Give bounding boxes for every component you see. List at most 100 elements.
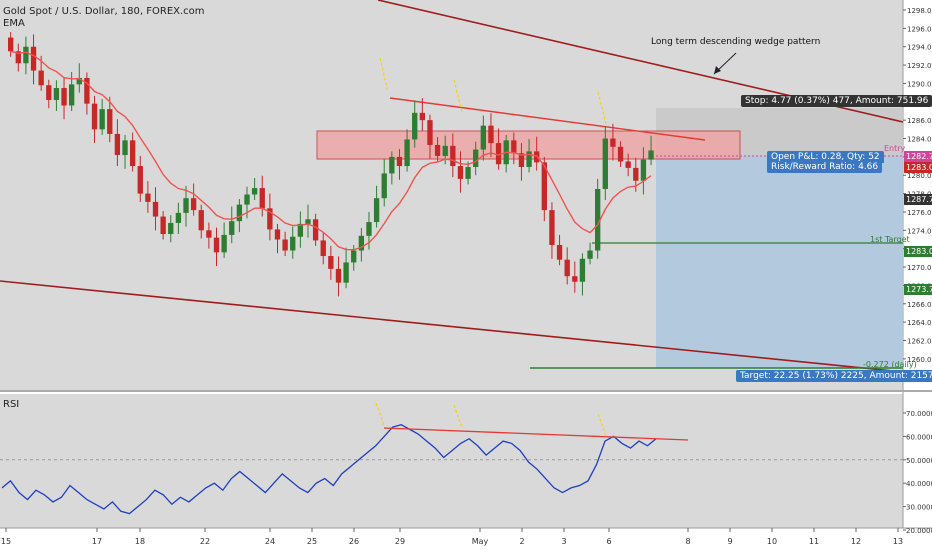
time-tick-label: 17 — [92, 537, 102, 546]
fib-label: -0.272 (daily) — [863, 360, 917, 369]
candle-body — [450, 145, 456, 167]
rsi-trendline — [383, 427, 689, 441]
price-tick-label: 1274.00 — [907, 227, 932, 235]
candle-body — [351, 250, 357, 263]
candle-body — [579, 258, 586, 282]
rsi-tick-label: 20.0000 — [906, 527, 932, 535]
candle-body — [84, 77, 90, 104]
candle-body — [206, 230, 212, 238]
candle-body — [381, 173, 387, 199]
stop-label: Stop: 4.77 (0.37%) 477, Amount: 751.96 — [741, 95, 932, 107]
ema-line — [10, 50, 652, 251]
candle-body — [221, 234, 227, 253]
candle-body — [412, 112, 418, 140]
candle-body — [640, 159, 647, 181]
wedge-annotation: Long term descending wedge pattern — [651, 37, 821, 47]
candle-body — [53, 88, 60, 100]
candle-body — [564, 259, 570, 277]
candle-body — [648, 150, 654, 160]
candle-body — [23, 46, 29, 64]
candle-body — [587, 250, 593, 259]
highlight-pointer — [453, 79, 463, 113]
candle-body — [595, 189, 601, 251]
candle-body — [68, 84, 75, 106]
price-tick-label: 1298.00 — [907, 7, 932, 15]
price-tick-label: 1264.00 — [907, 319, 932, 327]
time-tick-label: 22 — [200, 537, 210, 546]
candle-body — [290, 236, 296, 251]
candle-body — [442, 145, 448, 156]
time-tick-label: 11 — [809, 537, 819, 546]
first-target-label: 1st Target — [870, 235, 910, 244]
candle-body — [373, 198, 380, 223]
candle-body — [320, 240, 326, 257]
candle-body — [168, 222, 174, 234]
candle-body — [328, 256, 334, 269]
candle-body — [61, 88, 67, 106]
time-tick-label: 8 — [685, 537, 690, 546]
candle-body — [602, 138, 608, 190]
time-tick-label: 6 — [606, 537, 611, 546]
time-tick-label: 18 — [135, 537, 145, 546]
candle-body — [473, 149, 479, 167]
candle-body — [76, 77, 82, 85]
rsi-panel — [0, 394, 903, 528]
ema-indicator-label[interactable]: EMA — [3, 18, 25, 29]
candle-body — [366, 222, 372, 236]
entry-price-tag: 1283.00 — [904, 162, 932, 173]
price-tick-label: 1276.00 — [907, 209, 932, 217]
candle-body — [572, 276, 578, 282]
candle-body — [427, 120, 433, 145]
candle-body — [190, 198, 197, 211]
candle-body — [91, 103, 98, 130]
candle-body — [129, 140, 136, 167]
candle-body — [282, 239, 288, 251]
time-tick-label: 15 — [1, 537, 11, 546]
candle-body — [434, 144, 441, 156]
time-tick-label: May — [472, 537, 489, 546]
candle-body — [312, 219, 319, 241]
rsi-tick-label: 40.0000 — [906, 480, 932, 488]
candle-body — [625, 161, 631, 168]
candle-body — [511, 140, 517, 154]
candle-body — [213, 237, 220, 253]
price-tick-label: 1294.00 — [907, 44, 932, 52]
candle-body — [30, 46, 37, 71]
candle-body — [610, 138, 616, 147]
candle-body — [183, 198, 189, 213]
target-zone — [656, 156, 903, 368]
current-price-tag: 1282.72 — [904, 151, 932, 162]
candle-body — [99, 109, 105, 130]
candle-body — [526, 151, 532, 167]
candle-body — [465, 166, 471, 179]
candle-body — [122, 140, 128, 156]
candle-body — [114, 133, 121, 156]
time-tick-label: 13 — [893, 537, 903, 546]
candle-body — [335, 268, 342, 283]
rsi-tick-label: 70.0000 — [906, 410, 932, 418]
candle-body — [160, 216, 166, 234]
price-tick-label: 1270.00 — [907, 264, 932, 272]
time-tick-label: 24 — [265, 537, 275, 546]
candle-body — [244, 194, 250, 205]
first-target-price-tag: 1283.00 — [904, 246, 932, 257]
highlight-pointer — [597, 413, 607, 437]
candle-body — [236, 204, 243, 222]
price-tick-label: 1280.00 — [907, 172, 932, 180]
time-tick-label: 9 — [727, 537, 732, 546]
candle-body — [274, 229, 281, 240]
time-tick-label: 29 — [395, 537, 405, 546]
mid-price-tag: 1287.77 — [904, 194, 932, 205]
highlight-pointer — [375, 402, 385, 426]
candle-body — [549, 210, 555, 246]
rsi-indicator-label[interactable]: RSI — [3, 399, 20, 410]
price-trendline — [389, 97, 706, 141]
candle-body — [175, 212, 182, 223]
entry-label: Entry — [884, 144, 906, 153]
candle-body — [46, 85, 52, 100]
highlight-pointer — [379, 57, 389, 93]
risk-reward-label: Risk/Reward Ratio: 4.66 — [767, 161, 883, 173]
candle-body — [495, 143, 502, 165]
